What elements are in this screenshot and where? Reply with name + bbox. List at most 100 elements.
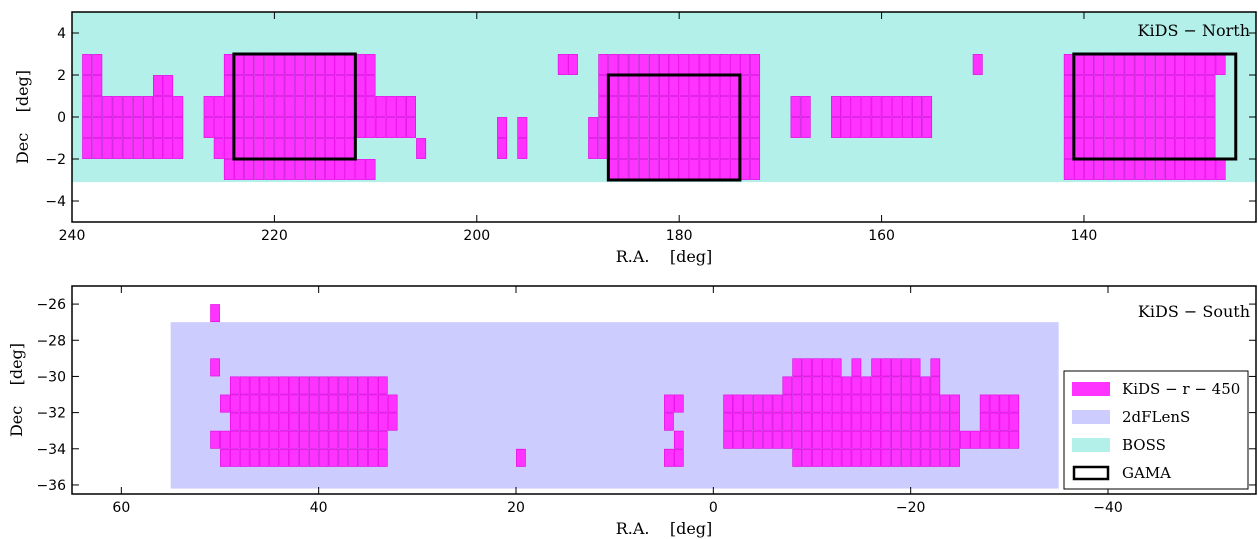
kids-tile	[1145, 159, 1154, 179]
kids-tile	[1074, 96, 1083, 116]
kids-tile	[230, 431, 239, 448]
kids-tile	[1064, 75, 1073, 95]
kids-tile	[921, 395, 930, 412]
kids-tile	[750, 75, 759, 95]
kids-tile	[234, 96, 243, 116]
kids-tile	[214, 96, 223, 116]
kids-tile	[280, 377, 289, 394]
kids-tile	[1155, 117, 1164, 137]
kids-tile	[163, 96, 172, 116]
kids-tile	[1115, 75, 1124, 95]
kids-tile	[649, 159, 658, 179]
kids-tile	[329, 377, 338, 394]
kids-tile	[93, 138, 102, 158]
kids-tile	[386, 117, 395, 137]
kids-tile	[299, 395, 308, 412]
kids-tile	[1206, 54, 1215, 74]
kids-tile	[831, 96, 840, 116]
kids-tile	[356, 75, 365, 95]
kids-tile	[763, 395, 772, 412]
kids-tile	[793, 395, 802, 412]
kids-tile	[921, 449, 930, 466]
kids-tile	[1155, 54, 1164, 74]
kids-tile	[280, 449, 289, 466]
kids-tile	[230, 395, 239, 412]
kids-tile	[710, 159, 719, 179]
kids-tile	[325, 75, 334, 95]
kids-tile	[1155, 96, 1164, 116]
kids-tile	[265, 159, 274, 179]
kids-tile	[783, 431, 792, 448]
kids-tile	[960, 431, 969, 448]
kids-tile	[710, 54, 719, 74]
kids-tile	[599, 75, 608, 95]
kids-tile	[832, 449, 841, 466]
kids-tile	[659, 75, 668, 95]
kids-tile	[922, 96, 931, 116]
kids-tile	[852, 117, 861, 137]
kids-tile	[270, 449, 279, 466]
kids-tile	[163, 138, 172, 158]
kids-tile	[244, 159, 253, 179]
kids-tile	[315, 138, 324, 158]
kids-tile	[1135, 54, 1144, 74]
kids-tile	[234, 117, 243, 137]
kids-tile	[174, 138, 183, 158]
kids-tile	[1165, 117, 1174, 137]
kids-tile	[912, 96, 921, 116]
kids-tile	[386, 96, 395, 116]
kids-tile	[376, 96, 385, 116]
kids-tile	[832, 395, 841, 412]
legend: KiDS − r − 450 2dFLenS BOSS GAMA	[1064, 371, 1248, 489]
kids-tile	[1064, 96, 1073, 116]
kids-tile	[1094, 96, 1103, 116]
x-tick-label: 20	[507, 500, 525, 516]
kids-tile	[265, 117, 274, 137]
kids-tile	[224, 75, 233, 95]
kids-tile	[240, 377, 249, 394]
kids-tile	[1105, 138, 1114, 158]
legend-swatch-2dflens	[1072, 410, 1110, 424]
kids-tile	[724, 395, 733, 412]
kids-tile	[852, 359, 861, 376]
kids-tile	[1186, 159, 1195, 179]
y-tick-label: 0	[57, 110, 66, 126]
kids-tile	[240, 395, 249, 412]
kids-tile	[609, 138, 618, 158]
kids-tile	[700, 75, 709, 95]
kids-tile	[1125, 75, 1134, 95]
north-plot-area	[72, 12, 1256, 182]
kids-tile	[1105, 54, 1114, 74]
kids-tile	[366, 96, 375, 116]
kids-tile	[730, 75, 739, 95]
kids-tile	[103, 138, 112, 158]
kids-tile	[1074, 75, 1083, 95]
kids-tile	[204, 96, 213, 116]
kids-tile	[260, 413, 269, 430]
kids-tile	[315, 159, 324, 179]
kids-tile	[285, 75, 294, 95]
kids-tile	[700, 138, 709, 158]
kids-tile	[902, 117, 911, 137]
kids-tile	[305, 54, 314, 74]
kids-tile	[83, 75, 92, 95]
kids-tile	[349, 377, 358, 394]
kids-tile	[649, 138, 658, 158]
kids-tile	[1175, 54, 1184, 74]
kids-tile	[609, 96, 618, 116]
kids-tile	[299, 413, 308, 430]
kids-tile	[669, 159, 678, 179]
kids-tile	[1115, 54, 1124, 74]
kids-tile	[339, 449, 348, 466]
x-tick-label: 240	[59, 228, 86, 244]
kids-tile	[1115, 138, 1124, 158]
kids-tile	[275, 138, 284, 158]
kids-tile	[793, 377, 802, 394]
kids-tile	[803, 359, 812, 376]
kids-tile	[325, 159, 334, 179]
kids-tile	[211, 431, 220, 448]
kids-tile	[346, 96, 355, 116]
south-panel-title: KiDS − South	[1138, 302, 1250, 321]
kids-tile	[990, 413, 999, 430]
y-tick-label: −26	[36, 297, 66, 313]
